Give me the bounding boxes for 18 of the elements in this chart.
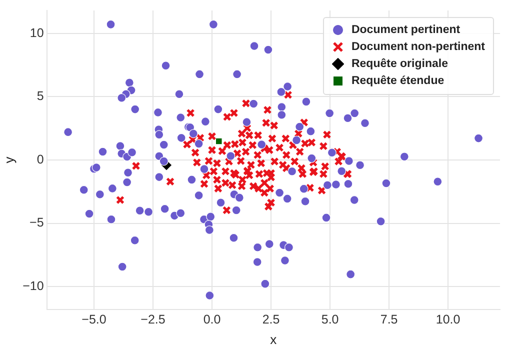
x-tick-label: −2.5 xyxy=(140,312,166,326)
y-axis-title: y xyxy=(1,156,16,164)
x-tick-label: 0.0 xyxy=(203,312,221,326)
y-tick-label: 5 xyxy=(36,89,44,104)
x-axis-title: x xyxy=(270,332,278,347)
legend-label: Requête originale xyxy=(351,58,448,70)
y-tick-label: −10 xyxy=(22,279,44,294)
y-tick-label: 0 xyxy=(36,152,44,166)
y-tick-label: 10 xyxy=(30,26,44,40)
y-tick-label: −5 xyxy=(30,216,44,230)
legend-label: Document non-pertinent xyxy=(351,41,485,53)
x-tick-label: 7.5 xyxy=(380,312,398,326)
x-tick-label: 2.5 xyxy=(262,312,280,326)
x-tick-label: −5.0 xyxy=(82,312,106,326)
legend-label: Document pertinent xyxy=(351,24,460,36)
x-tick-label: 5.0 xyxy=(321,312,339,326)
x-tick-label: 10.0 xyxy=(436,312,460,326)
legend-label: Requête étendue xyxy=(351,75,444,87)
